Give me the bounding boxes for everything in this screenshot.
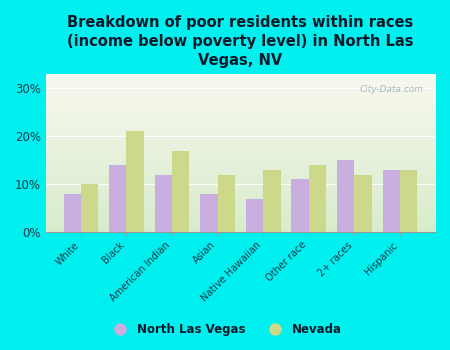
- Bar: [81, 184, 98, 232]
- Bar: [63, 194, 81, 232]
- Text: City-Data.com: City-Data.com: [360, 85, 423, 94]
- Bar: [126, 131, 144, 232]
- Bar: [382, 170, 400, 232]
- Bar: [355, 175, 372, 232]
- Bar: [292, 180, 309, 232]
- Bar: [109, 165, 126, 232]
- Bar: [337, 160, 355, 232]
- Bar: [263, 170, 280, 232]
- Bar: [309, 165, 326, 232]
- Bar: [246, 198, 263, 232]
- Legend: North Las Vegas, Nevada: North Las Vegas, Nevada: [104, 318, 346, 341]
- Title: Breakdown of poor residents within races
(income below poverty level) in North L: Breakdown of poor residents within races…: [67, 15, 414, 68]
- Bar: [155, 175, 172, 232]
- Bar: [218, 175, 235, 232]
- Bar: [172, 150, 189, 232]
- Bar: [400, 170, 417, 232]
- Bar: [200, 194, 218, 232]
